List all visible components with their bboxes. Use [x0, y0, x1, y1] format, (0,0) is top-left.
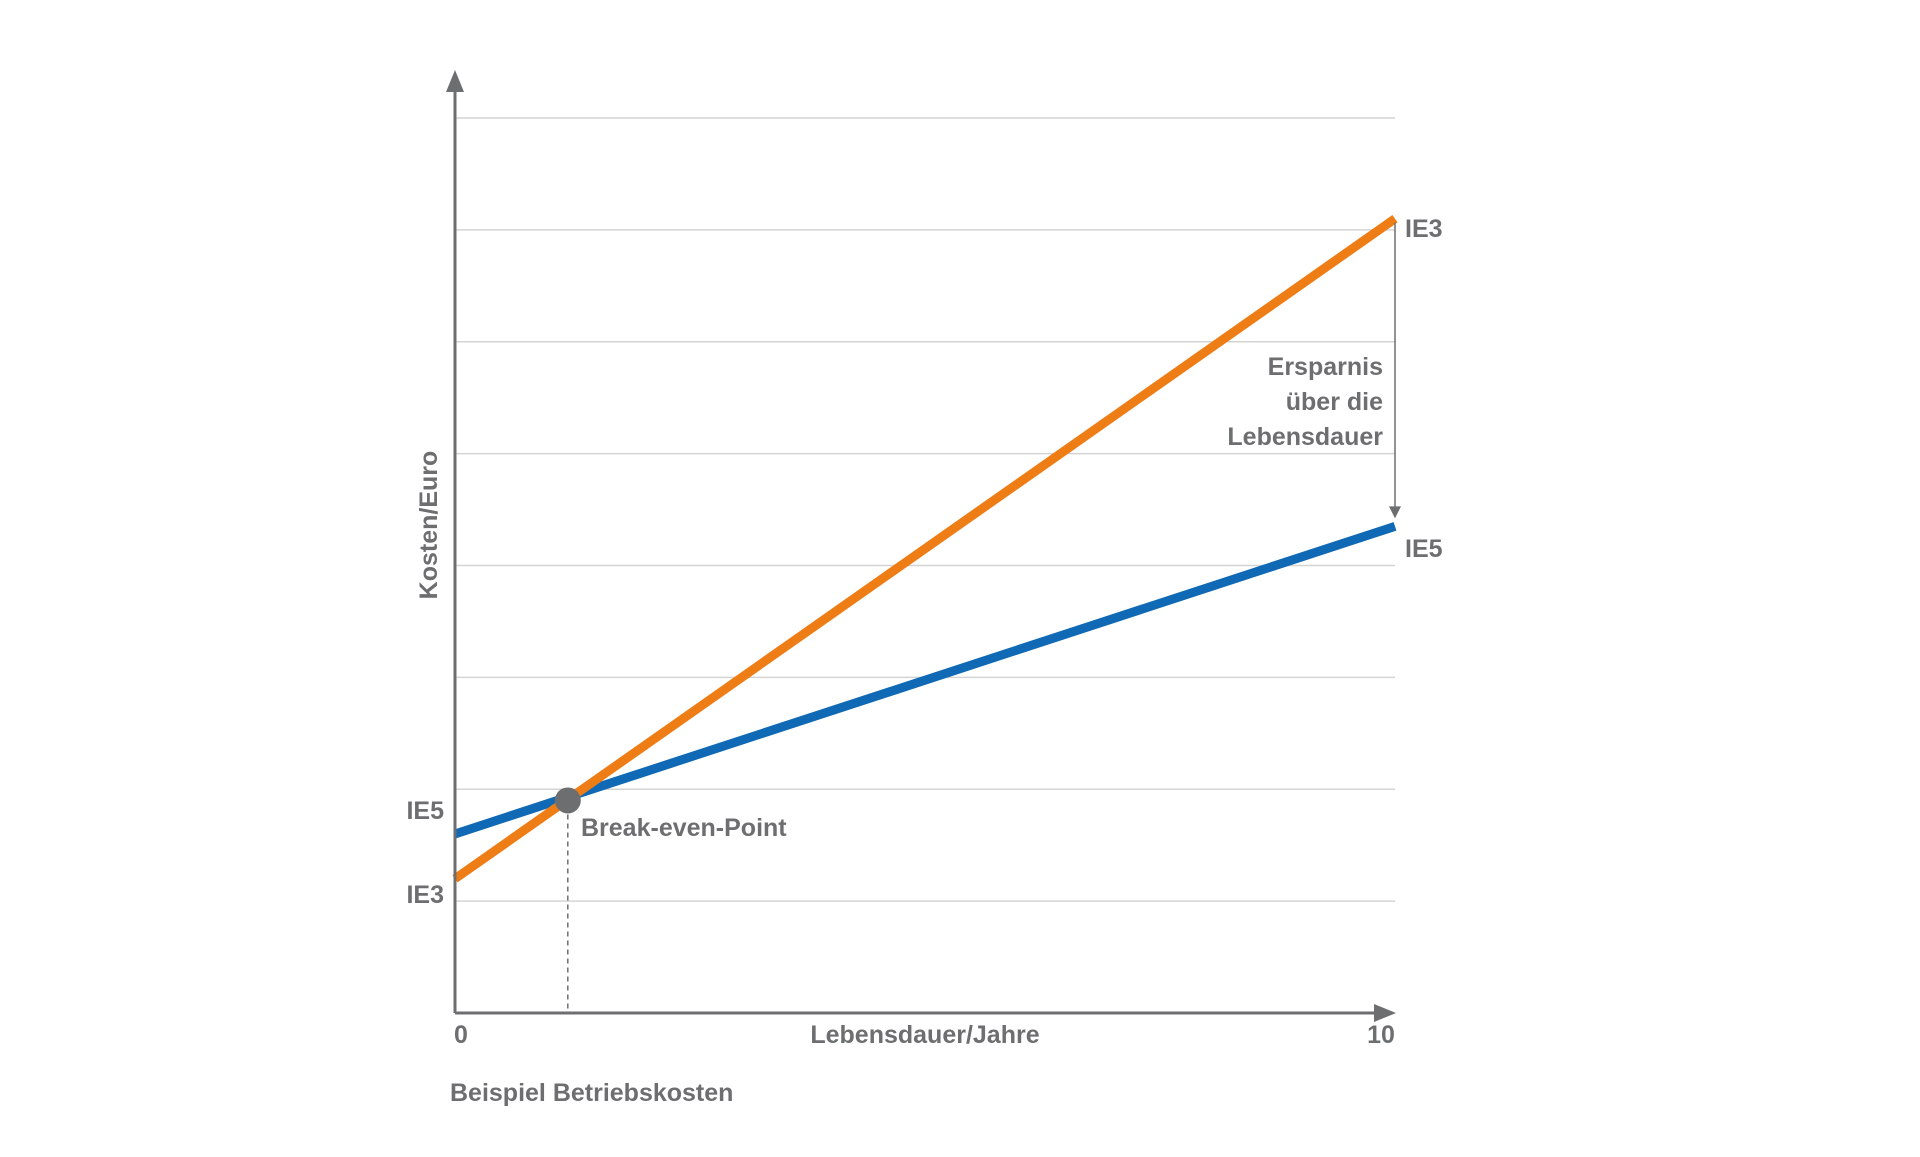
x-tick-label-0: 0: [454, 1021, 468, 1049]
series-layer: [452, 215, 1398, 883]
series-line-ie5: [453, 522, 1397, 839]
x-tick-label-10: 10: [1367, 1021, 1395, 1049]
savings-annotation-line-0: Ersparnis: [1268, 353, 1383, 381]
chart-footer-caption: Beispiel Betriebskosten: [450, 1079, 733, 1107]
labels: 0 10 Lebensdauer/Jahre Kosten/Euro IE5 IE3 IE3…: [406, 215, 1442, 1107]
left-label-ie3: IE3: [406, 881, 444, 909]
right-label-ie5: IE5: [1405, 535, 1443, 563]
series-line-ie3: [452, 215, 1398, 883]
savings-arrow-head-icon: [1389, 506, 1401, 519]
x-axis-arrow-icon: [1374, 1004, 1396, 1022]
savings-annotation-line-1: über die: [1286, 388, 1383, 416]
x-axis-title: Lebensdauer/Jahre: [810, 1021, 1039, 1049]
y-axis-arrow-icon: [446, 70, 464, 92]
y-axis-title: Kosten/Euro: [415, 451, 443, 600]
break-even-label: Break-even-Point: [581, 814, 787, 842]
savings-annotation-line-2: Lebensdauer: [1227, 423, 1383, 451]
break-even-marker: [554, 787, 581, 814]
left-label-ie5: IE5: [406, 797, 444, 825]
right-label-ie3: IE3: [1405, 215, 1443, 243]
annotations: [554, 222, 1401, 1013]
axes: [446, 70, 1396, 1022]
